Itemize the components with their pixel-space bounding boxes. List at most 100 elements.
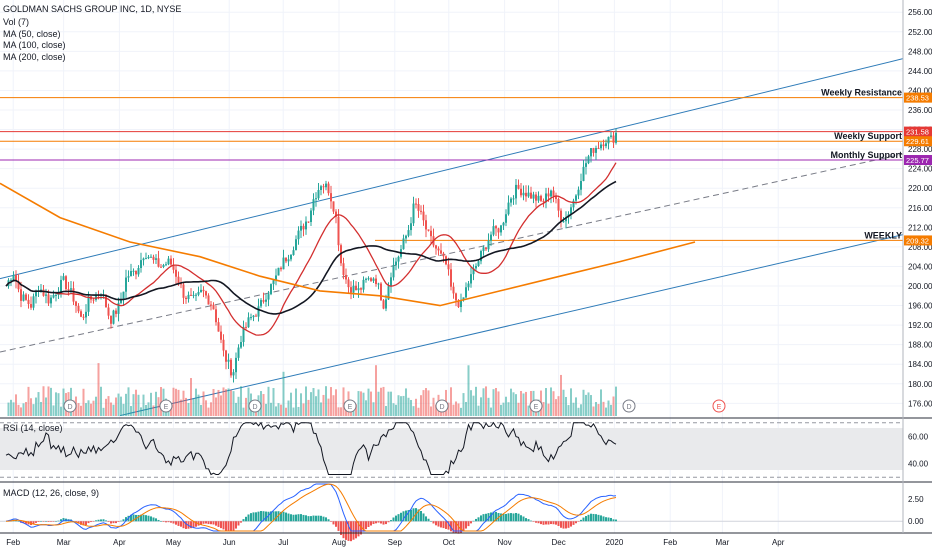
candle-body <box>237 347 240 358</box>
volume-bar <box>240 386 242 416</box>
volume-bar <box>567 405 570 416</box>
macd-histogram-bar <box>435 521 437 526</box>
macd-histogram-bar <box>567 521 570 528</box>
macd-histogram-bar <box>540 521 542 525</box>
candle-body <box>487 240 490 250</box>
volume-bar <box>27 386 30 416</box>
macd-histogram-bar <box>245 516 247 522</box>
candle-body <box>492 226 495 235</box>
macd-histogram-bar <box>255 512 257 522</box>
volume-bar <box>315 396 317 416</box>
macd-histogram-bar <box>500 513 502 522</box>
candle-body <box>317 189 320 199</box>
macd-histogram-bar <box>512 513 515 522</box>
macd-histogram-bar <box>367 521 370 528</box>
event-marker <box>435 399 449 413</box>
macd-histogram-bar <box>485 513 487 522</box>
candle-body <box>417 203 420 211</box>
macd-histogram-bar <box>470 521 472 524</box>
event-marker-label: E <box>348 404 353 411</box>
candle-body <box>322 186 325 188</box>
volume-bar <box>337 407 340 416</box>
macd-histogram-bar <box>260 510 262 522</box>
candle-body <box>222 339 225 351</box>
candle-body <box>135 270 137 275</box>
time-axis[interactable]: Feb Mar Apr May Jun Jul Aug Sep Oct Nov Dec 2020 Feb… <box>6 538 784 547</box>
volume-bar <box>112 404 115 416</box>
macd-histogram-bar <box>505 513 507 522</box>
volume-bar <box>130 406 132 416</box>
volume-bar <box>335 389 337 416</box>
volume-bar <box>380 387 382 416</box>
candle-body <box>167 258 170 265</box>
macd-histogram-bar <box>395 515 397 522</box>
macd-histogram-bar <box>507 513 510 522</box>
macd-histogram-bar <box>270 511 272 522</box>
candle-body <box>467 283 470 288</box>
macd-histogram-bar <box>522 516 525 522</box>
event-marker-label: E <box>164 404 169 411</box>
macd-histogram-bar <box>60 519 62 522</box>
volume-bar <box>120 396 122 416</box>
volume-bar <box>232 391 235 416</box>
candle-body <box>530 192 532 199</box>
candle-body <box>227 359 230 362</box>
macd-histogram-bar <box>370 521 372 526</box>
candle-body <box>547 193 550 197</box>
volume-bar <box>570 388 572 416</box>
candle-body <box>590 148 592 157</box>
volume-bar <box>302 403 305 416</box>
macd-histogram-bar <box>162 521 165 522</box>
volume-bar <box>520 390 522 416</box>
volume-bar <box>447 402 450 416</box>
macd-histogram-bar <box>157 519 160 522</box>
macd-histogram-bar <box>400 512 402 522</box>
volume-bar <box>272 388 275 416</box>
candle-body <box>12 275 15 280</box>
macd-histogram-bar <box>562 521 565 529</box>
volume-bar <box>242 407 245 416</box>
volume-bar <box>362 392 365 416</box>
macd-histogram-bar <box>510 513 512 522</box>
candle-body <box>277 267 280 276</box>
candle-body <box>117 302 120 314</box>
macd-histogram-bar <box>337 521 340 531</box>
macd-histogram-bar <box>362 521 365 532</box>
candle-body <box>550 190 552 197</box>
volume-bar <box>300 393 302 416</box>
volume-bar <box>482 388 485 416</box>
volume-bar <box>142 394 145 416</box>
candle-body <box>140 260 142 269</box>
volume-bar <box>285 407 287 416</box>
macd-histogram-bar <box>545 521 547 525</box>
macd-histogram-bar <box>340 521 342 535</box>
volume-bars <box>7 363 617 416</box>
candle-body <box>375 278 377 285</box>
macd-histogram-bar <box>220 521 222 529</box>
candle-body <box>555 195 557 199</box>
candle-body <box>412 203 415 224</box>
macd-histogram-bar <box>402 511 405 522</box>
candle-body <box>435 245 437 249</box>
macd-histogram-bar <box>397 514 400 522</box>
candle-body <box>615 132 617 143</box>
macd-histogram-bar <box>390 520 392 522</box>
candle-body <box>352 285 355 293</box>
macd-histogram-bar <box>490 512 492 522</box>
macd-histogram-bar <box>342 521 345 539</box>
event-marker-label: D <box>626 404 631 411</box>
macd-histogram-bar <box>45 521 47 522</box>
candle-body <box>55 294 57 296</box>
volume-bar <box>522 393 525 416</box>
candle-body <box>502 222 505 226</box>
macd-histogram-bar <box>502 513 505 522</box>
volume-bar <box>400 396 402 416</box>
candle-body <box>187 294 190 300</box>
volume-bar <box>565 396 567 416</box>
macd-histogram-bar <box>492 511 495 522</box>
volume-bar <box>355 404 357 416</box>
candle-body <box>137 268 140 275</box>
macd-histogram-bar <box>445 521 447 529</box>
channel-lower-line <box>119 234 904 417</box>
